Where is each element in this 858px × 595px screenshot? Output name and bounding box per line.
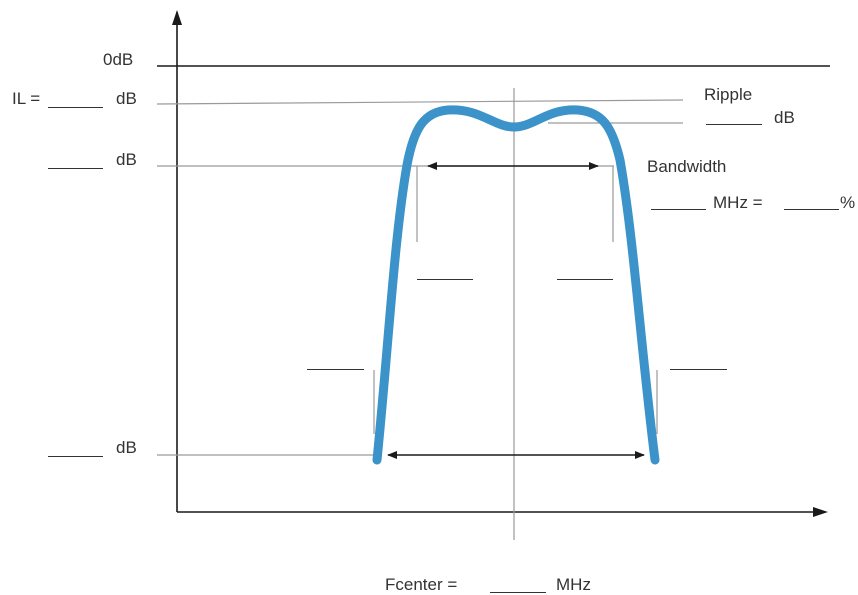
bandwidth-percent-blank[interactable]: [784, 209, 839, 210]
rejection-level-blank[interactable]: [48, 456, 103, 457]
bandwidth-mhz-label: MHz =: [713, 193, 763, 212]
ripple-value-blank[interactable]: [706, 124, 762, 125]
x-axis-arrowhead: [813, 507, 828, 517]
bandwidth-level-db-unit: dB: [116, 150, 137, 169]
y-axis-arrowhead: [172, 10, 182, 25]
ripple-label: Ripple: [704, 85, 753, 104]
insertion-loss-label: IL =: [12, 89, 41, 108]
upper-bandwidth-edge-blank[interactable]: [557, 279, 613, 280]
filter-response-curve: [372, 105, 660, 465]
fcenter-label: Fcenter =: [385, 575, 458, 594]
insertion-loss-db-unit: dB: [116, 89, 137, 108]
rejection-level-db-unit: dB: [116, 438, 137, 457]
insertion-loss-guide: [156, 99, 684, 105]
bandwidth-label: Bandwidth: [647, 157, 727, 176]
upper-rejection-edge-blank[interactable]: [670, 369, 727, 370]
lower-rejection-edge-blank[interactable]: [307, 369, 364, 370]
zero-db-label: 0dB: [103, 50, 134, 69]
lower-bandwidth-edge-blank[interactable]: [417, 279, 473, 280]
ripple-db-unit: dB: [774, 108, 795, 127]
percent-sign: %: [840, 193, 856, 212]
bandwidth-mhz-blank[interactable]: [651, 209, 706, 210]
fcenter-mhz-unit: MHz: [556, 575, 591, 594]
insertion-loss-blank[interactable]: [48, 107, 103, 108]
fcenter-blank[interactable]: [490, 592, 546, 593]
bandwidth-level-blank[interactable]: [48, 168, 103, 169]
